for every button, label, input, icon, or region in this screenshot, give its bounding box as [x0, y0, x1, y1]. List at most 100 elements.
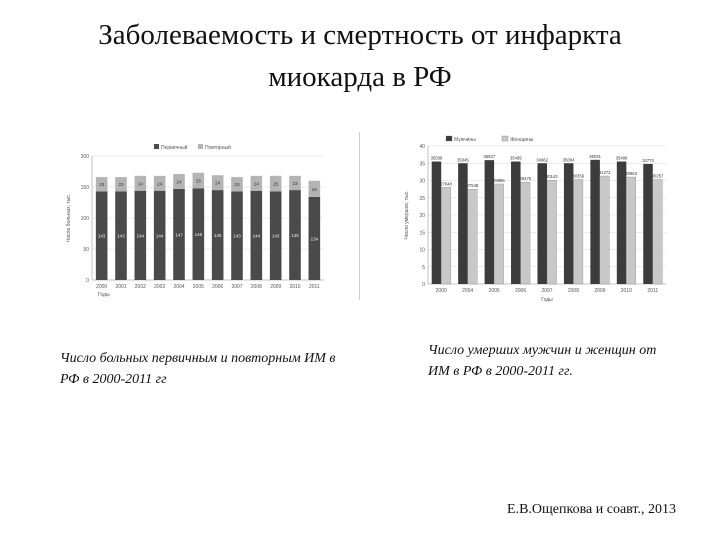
y-tick-label: 10 — [419, 248, 425, 254]
data-label-men-2008: 35004 — [563, 157, 575, 162]
legend-label-1: Первичный — [161, 144, 188, 151]
x-tick-label-2009: 2009 — [594, 288, 605, 294]
x-tick-label-2003: 2003 — [154, 284, 165, 290]
slide-title-line-1: Заболеваемость и смертность от инфаркта — [98, 19, 622, 51]
data-label-men-2006: 35499 — [510, 156, 522, 161]
legend-label-2: Женщины — [510, 137, 534, 143]
bar-primary-2010 — [289, 190, 301, 280]
legend-label-2: Повторный — [205, 144, 231, 151]
x-tick-label-2004: 2004 — [462, 288, 473, 294]
bar-women-2004 — [467, 188, 478, 285]
bar-men-2004 — [458, 163, 468, 284]
data-label-recurrent-2010: 23 — [292, 181, 298, 186]
data-label-primary-2001: 143 — [117, 234, 125, 239]
data-label-primary-2009: 143 — [272, 234, 280, 239]
data-label-women-2010: 30963 — [625, 171, 637, 176]
y-tick-label: 40 — [419, 144, 425, 150]
x-axis-label: Годы — [541, 297, 553, 303]
bar-recurrent-2011 — [308, 180, 321, 197]
y-tick-label: 5 — [422, 265, 425, 271]
data-label-women-2006: 29475 — [519, 176, 531, 181]
bar-primary-2000 — [95, 191, 108, 280]
data-label-women-2005: 28986 — [493, 178, 505, 183]
bar-women-2008 — [573, 179, 584, 285]
x-tick-label-2011: 2011 — [647, 288, 658, 294]
data-label-primary-2006: 145 — [214, 233, 222, 238]
bar-recurrent-2007 — [231, 177, 243, 192]
y-tick-label: 150 — [81, 185, 90, 191]
x-tick-label-2002: 2002 — [135, 284, 146, 290]
bar-men-2007 — [537, 163, 547, 284]
data-label-primary-2000: 143 — [98, 234, 106, 239]
bar-primary-2006 — [211, 190, 224, 280]
bar-men-2005 — [484, 160, 495, 284]
bar-recurrent-2000 — [95, 177, 108, 192]
y-axis-label: Число умерших, тыс. — [404, 190, 410, 239]
data-label-primary-2004: 147 — [175, 232, 183, 237]
data-label-primary-2002: 144 — [137, 233, 145, 238]
data-label-recurrent-2001: 23 — [118, 182, 124, 187]
legend-swatch-2 — [501, 135, 509, 142]
y-tick-label: 20 — [419, 213, 425, 219]
data-label-men-2009: 36031 — [589, 154, 601, 159]
bar-women-2007 — [546, 180, 557, 285]
x-tick-label-2008: 2008 — [251, 284, 262, 290]
data-label-primary-2007: 143 — [233, 234, 241, 239]
bar-women-2000 — [441, 187, 451, 285]
bar-women-2005 — [493, 183, 504, 285]
data-label-women-2007: 30143 — [546, 174, 558, 179]
bar-recurrent-2009 — [269, 175, 282, 192]
bar-men-2008 — [563, 163, 574, 284]
x-tick-label-2001: 2001 — [115, 284, 126, 290]
bar-recurrent-2001 — [115, 177, 127, 192]
x-tick-label-2008: 2008 — [568, 288, 579, 294]
x-tick-label-2006: 2006 — [515, 288, 526, 294]
chart-myocardial-infarction-cases: Первичный Повторный 0 50 100 150 200 Число боль… — [62, 140, 334, 300]
data-label-men-2000: 35598 — [431, 156, 443, 161]
x-axis-label: Годы — [98, 292, 110, 298]
bar-primary-2007 — [231, 191, 243, 280]
y-tick-label: 30 — [419, 179, 425, 185]
bar-women-2006 — [520, 182, 531, 285]
y-tick-label: 50 — [83, 247, 89, 253]
data-label-women-2009: 31272 — [599, 170, 611, 175]
legend-label-1: Мужчины — [454, 137, 476, 143]
y-tick-label: 25 — [419, 196, 425, 202]
data-label-primary-2003: 144 — [156, 233, 164, 238]
x-tick-label-2000: 2000 — [436, 288, 447, 294]
y-tick-label: 0 — [86, 278, 89, 284]
y-tick-label: 15 — [419, 230, 425, 236]
x-tick-label-2000: 2000 — [96, 284, 107, 290]
data-label-primary-2005: 148 — [195, 232, 203, 237]
x-tick-label-2006: 2006 — [212, 284, 223, 290]
x-tick-label-2009: 2009 — [270, 284, 281, 290]
y-tick-label: 100 — [81, 216, 90, 222]
x-tick-label-2007: 2007 — [541, 288, 552, 294]
data-label-women-2011: 30257 — [652, 173, 664, 178]
data-label-primary-2011: 134 — [311, 236, 319, 241]
data-label-primary-2008: 144 — [253, 233, 261, 238]
data-label-recurrent-2003: 24 — [157, 181, 163, 186]
bar-men-2011 — [643, 163, 653, 284]
y-axis-label: Число больных, тыс. — [66, 194, 72, 242]
bar-primary-2008 — [250, 190, 263, 280]
bar-recurrent-2003 — [153, 175, 166, 191]
bar-men-2010 — [616, 161, 627, 284]
bar-men-2009 — [590, 159, 600, 284]
x-tick-label-2010: 2010 — [289, 284, 300, 290]
caption-deaths: Число умерших мужчин и женщин от ИМ в РФ… — [428, 343, 657, 379]
slide-title: Заболеваемость и смертность от инфаркта … — [40, 14, 680, 98]
chart-deaths-svg: Мужчины Женщины 0 5 10 15 20 25 30 35 40 Число умер… — [404, 135, 666, 303]
bar-recurrent-2008 — [250, 175, 263, 191]
data-label-recurrent-2007: 23 — [234, 182, 240, 187]
bar-primary-2002 — [134, 190, 147, 280]
data-label-recurrent-2004: 24 — [176, 179, 182, 184]
data-label-women-2008: 30356 — [572, 173, 584, 178]
chart-myocardial-infarction-deaths: Мужчины Женщины 0 5 10 15 20 25 30 35 40 Число умер… — [400, 132, 672, 318]
data-label-recurrent-2008: 24 — [254, 181, 260, 186]
x-tick-label-2011: 2011 — [309, 284, 320, 290]
data-label-women-2000: 27948 — [440, 181, 452, 186]
x-tick-label-2007: 2007 — [231, 284, 242, 290]
bar-primary-2004 — [173, 188, 185, 280]
data-label-men-2010: 35499 — [616, 156, 628, 161]
